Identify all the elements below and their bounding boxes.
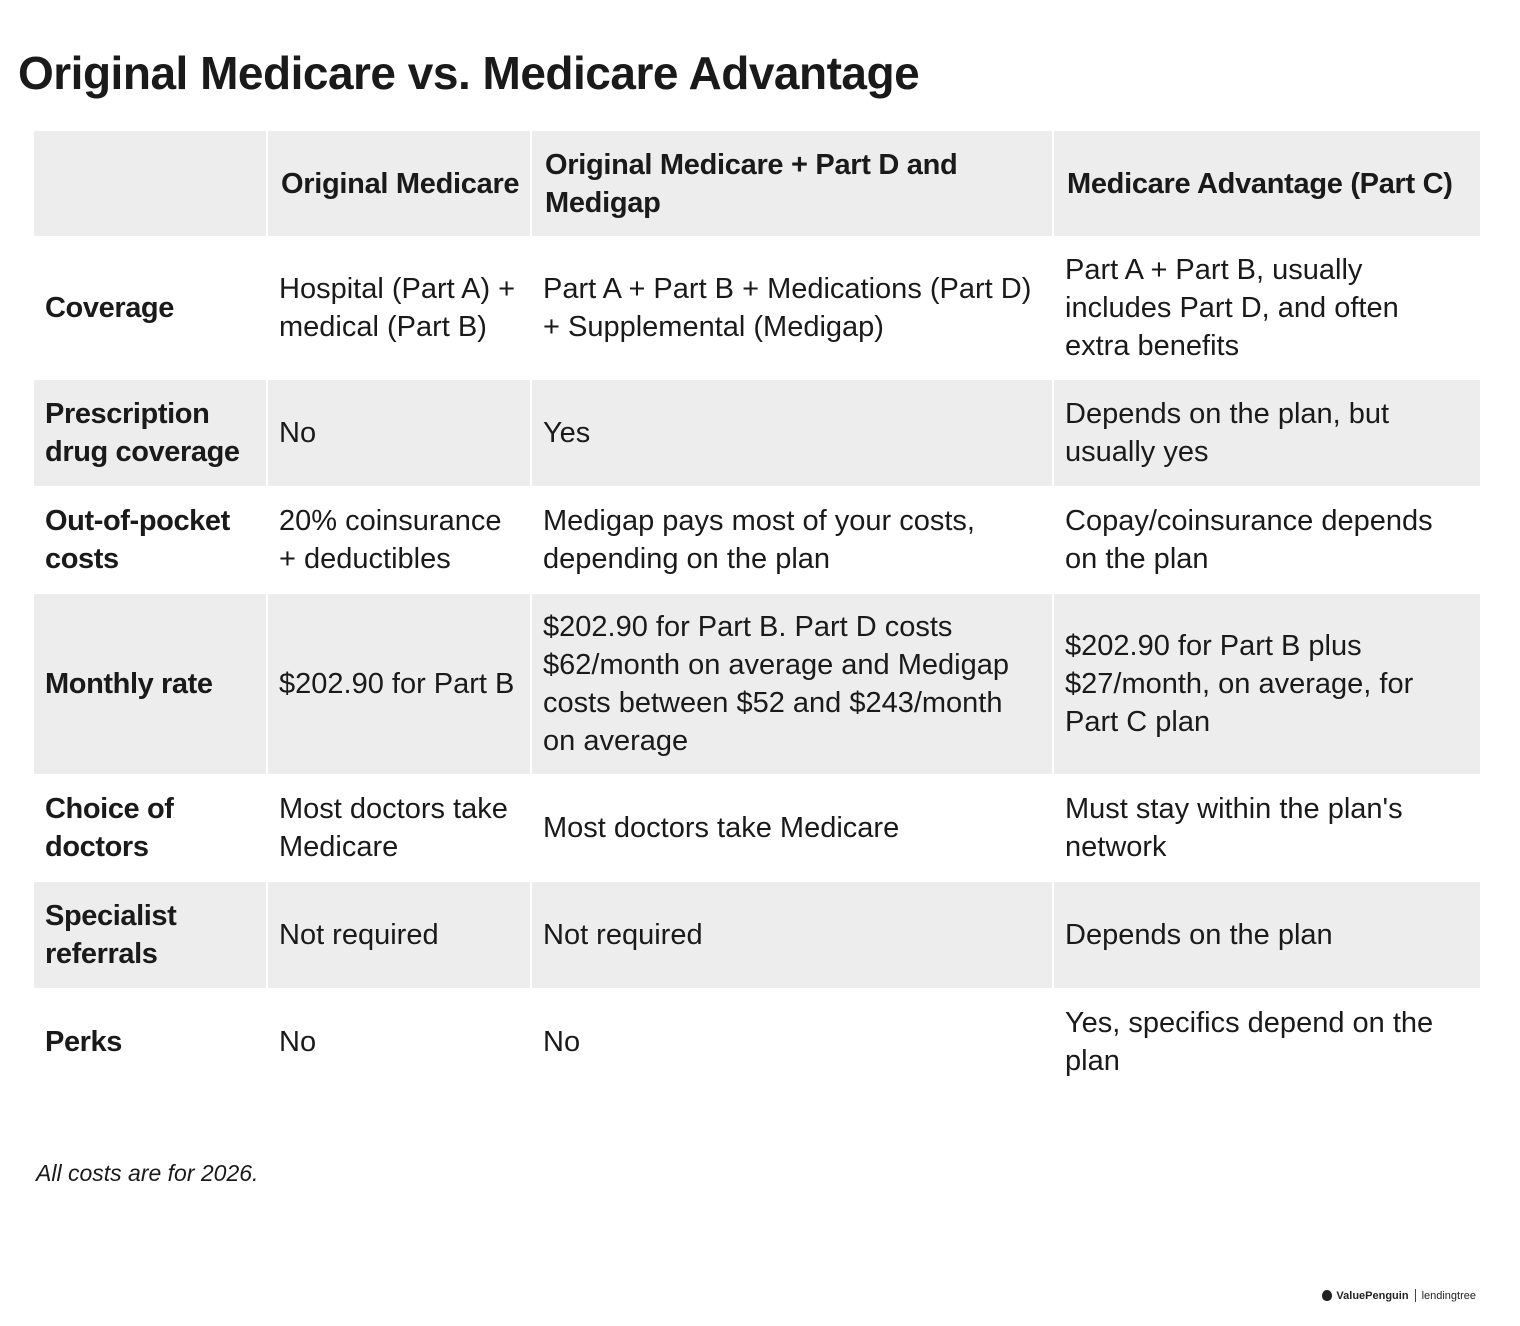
- column-header-original-medicare: Original Medicare: [268, 131, 530, 236]
- table-cell: Medigap pays most of your costs, dependi…: [543, 505, 975, 575]
- table-cell: 20% coinsurance + deductibles: [279, 505, 502, 575]
- table-cell: Yes: [532, 380, 1052, 486]
- table-cell: Depends on the plan, but usually yes: [1054, 380, 1480, 486]
- table-header-corner: [34, 131, 266, 236]
- column-header-original-medicare-plus: Original Medicare + Part D and Medigap: [532, 131, 1052, 236]
- table-cell: Must stay within the plan's network: [1065, 793, 1403, 863]
- table-cell: Part A + Part B, usually includes Part D…: [1065, 254, 1399, 362]
- row-label-out-of-pocket-costs: Out-of-pocket costs: [45, 505, 230, 575]
- brand-divider: [1414, 1289, 1416, 1302]
- row-label-prescription-drug-coverage: Prescription drug coverage: [34, 380, 266, 486]
- page-title: Original Medicare vs. Medicare Advantage: [18, 47, 920, 99]
- table-cell: Depends on the plan: [1054, 882, 1480, 988]
- brand-partner-text: lendingtree: [1421, 1289, 1476, 1302]
- table-cell: Not required: [532, 882, 1052, 988]
- table-cell: $202.90 for Part B plus $27/month, on av…: [1054, 594, 1480, 774]
- table-cell: Most doctors take Medicare: [543, 812, 900, 844]
- table-cell: Part A + Part B + Medications (Part D) +…: [543, 273, 1032, 343]
- table-cell: Copay/coinsurance depends on the plan: [1065, 505, 1433, 575]
- column-header-medicare-advantage: Medicare Advantage (Part C): [1054, 131, 1480, 236]
- table-cell: No: [268, 380, 530, 486]
- table-cell: Not required: [268, 882, 530, 988]
- footnote: All costs are for 2026.: [36, 1160, 259, 1186]
- row-label-monthly-rate: Monthly rate: [34, 594, 266, 774]
- comparison-table: Original Medicare Original Medicare + Pa…: [34, 131, 1480, 1096]
- penguin-icon: [1322, 1290, 1333, 1301]
- row-label-choice-of-doctors: Choice of doctors: [45, 793, 174, 863]
- row-label-perks: Perks: [45, 1026, 123, 1058]
- row-label-specialist-referrals: Specialist referrals: [34, 882, 266, 988]
- table-cell: $202.90 for Part B: [268, 594, 530, 774]
- table-cell: Yes, specifics depend on the plan: [1065, 1007, 1434, 1077]
- table-cell: Hospital (Part A) + medical (Part B): [279, 273, 516, 343]
- table-cell: No: [543, 1026, 581, 1058]
- table-cell: No: [279, 1026, 317, 1058]
- table-cell: Most doctors take Medicare: [279, 793, 508, 863]
- row-label-coverage: Coverage: [45, 292, 174, 324]
- brand-logo: ValuePenguin lendingtree: [1322, 1289, 1476, 1302]
- table-cell: $202.90 for Part B. Part D costs $62/mon…: [532, 594, 1052, 774]
- brand-logo-text: ValuePenguin: [1336, 1289, 1409, 1302]
